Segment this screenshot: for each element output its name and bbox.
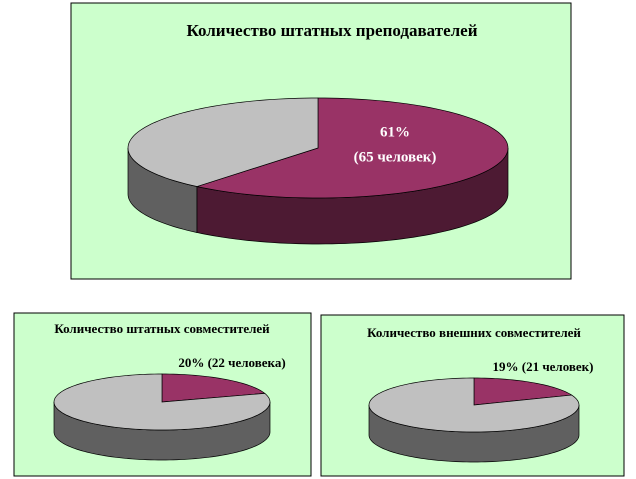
chart-title: Количество штатных преподавателей [187,21,478,40]
chart-title: Количество внешних совместителей [367,325,581,340]
pie-slice [473,377,573,406]
pie-slice [368,377,580,433]
chart-title: Количество штатных совместителей [54,321,270,336]
pie-slice [127,97,319,187]
pie-slice [195,97,509,199]
pie-slice [53,373,271,431]
annotation: (65 человек) [354,149,437,165]
data-label: 20% (22 человека) [178,355,285,370]
pie-slice [161,373,266,403]
data-label: 19% (21 человек) [492,359,593,374]
data-label: 61% [380,124,410,140]
